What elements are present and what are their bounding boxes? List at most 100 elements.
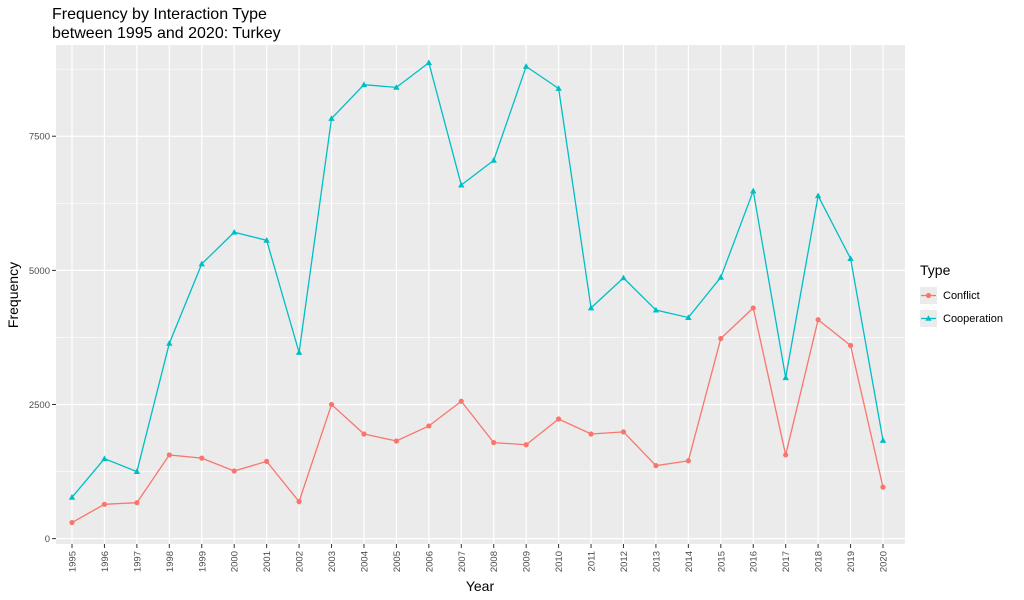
cooperation-point xyxy=(750,187,757,194)
conflict-point xyxy=(653,463,659,469)
circle-marker-icon xyxy=(921,292,936,299)
x-tick-label: 2018 xyxy=(814,551,825,572)
cooperation-point xyxy=(555,85,562,91)
legend-title: Type xyxy=(920,262,951,278)
cooperation-point xyxy=(490,157,497,163)
y-tick-label: 0 xyxy=(45,534,50,545)
series-line-conflict xyxy=(71,306,884,524)
cooperation-point xyxy=(458,181,465,188)
cooperation-point xyxy=(231,228,238,235)
cooperation-point xyxy=(263,237,270,243)
conflict-point xyxy=(69,519,75,526)
legend-label-cooperation: Cooperation xyxy=(943,312,1003,325)
legend: Type Conflict Cooperation xyxy=(920,262,1003,330)
conflict-point xyxy=(231,468,237,474)
x-tick-label: 2003 xyxy=(327,551,338,572)
conflict-point xyxy=(718,335,724,342)
x-tick-label: 2016 xyxy=(749,551,760,572)
x-tick-label: 1995 xyxy=(68,551,79,572)
x-tick-label: 2008 xyxy=(489,551,500,572)
series-layer xyxy=(68,59,887,526)
y-tick-labels: 0 2500 5000 7500 xyxy=(29,132,50,545)
cooperation-point xyxy=(68,494,76,500)
legend-label-conflict: Conflict xyxy=(943,289,980,302)
major-gridlines xyxy=(56,45,905,544)
x-tick-label: 2002 xyxy=(295,551,306,572)
x-tick-label: 2005 xyxy=(392,551,403,572)
x-tick-label: 2009 xyxy=(522,551,533,572)
series-line-cooperation xyxy=(71,61,884,498)
x-tick-label: 1999 xyxy=(197,551,208,572)
conflict-point xyxy=(491,439,497,446)
conflict-point xyxy=(815,317,821,323)
cooperation-point xyxy=(133,468,141,474)
cooperation-point xyxy=(295,349,303,355)
x-tick-label: 2010 xyxy=(554,551,565,572)
x-tick-label: 2014 xyxy=(684,551,695,572)
x-tick-label: 1998 xyxy=(165,551,176,572)
conflict-point xyxy=(328,401,335,408)
conflict-point xyxy=(750,305,756,311)
cooperation-point xyxy=(101,455,108,462)
conflict-point xyxy=(426,423,432,429)
y-tick-label: 5000 xyxy=(29,266,50,277)
x-tick-label: 2004 xyxy=(359,551,370,572)
cooperation-point xyxy=(360,81,368,88)
x-tick-label: 2015 xyxy=(716,551,727,572)
minor-gridlines xyxy=(56,68,905,472)
plot-panel xyxy=(56,45,905,544)
chart-title: Frequency by Interaction Type xyxy=(52,6,267,23)
cooperation-point xyxy=(425,59,433,66)
cooperation-point xyxy=(393,84,400,90)
conflict-point xyxy=(264,458,270,464)
chart-title-block: Frequency by Interaction Type between 19… xyxy=(52,5,281,43)
cooperation-point xyxy=(814,192,822,199)
conflict-point xyxy=(361,431,367,437)
cooperation-point xyxy=(328,115,335,121)
chart-subtitle: between 1995 and 2020: Turkey xyxy=(52,25,281,42)
x-tick-label: 2019 xyxy=(846,551,857,572)
x-tick-label: 1997 xyxy=(132,551,143,572)
conflict-point xyxy=(523,442,529,448)
cooperation-point xyxy=(782,374,789,381)
x-tick-label: 2001 xyxy=(262,551,273,572)
conflict-point xyxy=(134,500,140,506)
x-tick-label: 2007 xyxy=(457,551,468,572)
cooperation-point xyxy=(166,340,173,346)
conflict-point xyxy=(296,499,302,505)
conflict-point xyxy=(620,429,627,435)
x-tick-label: 2012 xyxy=(619,551,630,572)
triangle-marker-icon xyxy=(921,315,936,321)
x-tick-label: 2011 xyxy=(587,551,598,571)
legend-key-conflict xyxy=(920,287,937,304)
conflict-point xyxy=(166,452,172,458)
conflict-point xyxy=(783,452,789,458)
cooperation-point xyxy=(685,314,692,320)
cooperation-point xyxy=(587,304,595,311)
cooperation-point xyxy=(879,437,887,443)
cooperation-point xyxy=(717,274,724,280)
conflict-point xyxy=(458,398,464,404)
conflict-point xyxy=(101,501,108,507)
conflict-point xyxy=(393,438,399,444)
y-axis-label: Frequency xyxy=(5,262,21,328)
x-tick-labels: 1995 1996 1997 1998 1999 2000 2001 2002 2003 2004… xyxy=(68,551,890,572)
x-tick-label: 2017 xyxy=(781,551,792,572)
x-tick-label: 2006 xyxy=(424,551,435,572)
cooperation-point xyxy=(652,306,660,313)
conflict-point xyxy=(685,458,691,464)
conflict-point xyxy=(847,342,854,349)
conflict-point xyxy=(556,416,562,422)
legend-key-cooperation xyxy=(920,310,937,327)
conflict-point xyxy=(588,431,594,437)
conflict-point xyxy=(880,484,886,490)
x-tick-label: 2020 xyxy=(879,551,890,572)
legend-item-conflict: Conflict xyxy=(920,284,1003,307)
x-axis-label: Year xyxy=(466,578,495,594)
y-tick-label: 7500 xyxy=(29,132,50,143)
axis-ticks xyxy=(52,135,884,548)
x-tick-label: 2013 xyxy=(651,551,662,572)
cooperation-point xyxy=(620,274,627,281)
x-tick-label: 2000 xyxy=(230,551,241,572)
